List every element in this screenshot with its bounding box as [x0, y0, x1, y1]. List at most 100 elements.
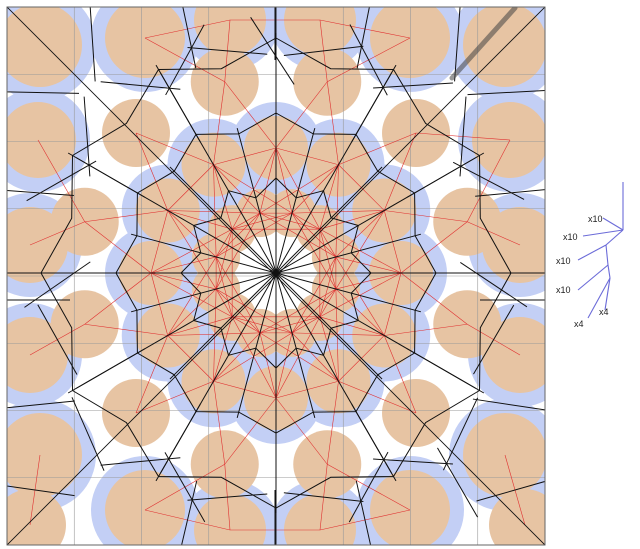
tree-branch — [607, 264, 611, 279]
black-crease — [7, 91, 80, 94]
red-crease — [167, 210, 217, 258]
black-crease — [472, 398, 545, 411]
red-crease — [213, 381, 226, 465]
red-crease — [84, 210, 168, 223]
black-crease — [355, 480, 372, 545]
black-crease — [275, 166, 383, 274]
black-crease — [275, 233, 422, 274]
red-crease — [259, 332, 277, 399]
black-crease — [169, 166, 277, 274]
red-crease — [319, 316, 385, 336]
red-crease — [384, 210, 468, 223]
circle-flap — [7, 7, 82, 87]
tree-branch — [602, 217, 624, 231]
black-crease — [454, 7, 461, 82]
red-crease — [335, 288, 385, 336]
red-crease — [292, 210, 385, 214]
red-crease — [319, 164, 339, 230]
red-crease — [213, 316, 233, 382]
red-crease — [213, 81, 226, 165]
black-crease — [275, 272, 422, 313]
black-crease — [373, 82, 453, 89]
crease-pattern — [6, 6, 546, 546]
red-crease — [335, 164, 339, 257]
red-crease — [335, 256, 385, 336]
tree-branch — [605, 229, 624, 246]
tree-branch — [577, 244, 607, 261]
black-crease — [159, 403, 201, 474]
tree-label-6: x4 — [599, 307, 609, 317]
black-crease — [100, 457, 181, 466]
black-crease — [236, 272, 277, 419]
black-crease — [75, 156, 146, 198]
red-crease — [319, 272, 402, 318]
red-crease — [326, 381, 339, 465]
red-crease — [335, 272, 402, 290]
black-crease-layer — [7, 7, 545, 545]
black-crease — [348, 451, 389, 523]
tree-label-1: x10 — [588, 214, 603, 224]
black-crease — [165, 24, 205, 96]
red-crease — [167, 316, 233, 336]
red-crease — [224, 397, 277, 465]
black-crease — [351, 403, 393, 474]
red-crease — [338, 132, 417, 166]
paper-border — [6, 6, 546, 546]
tree-branch — [582, 229, 624, 237]
red-crease — [167, 288, 217, 336]
red-crease — [467, 221, 521, 246]
black-crease — [187, 493, 268, 501]
red-crease — [167, 210, 260, 214]
black-crease — [71, 397, 105, 471]
red-crease — [213, 164, 261, 214]
black-crease — [100, 81, 181, 90]
circle-flap — [482, 207, 545, 283]
red-crease — [275, 316, 321, 399]
black-crease — [75, 348, 146, 390]
black-crease — [187, 46, 268, 55]
red-crease — [335, 289, 339, 382]
black-crease — [406, 156, 477, 198]
black-crease — [283, 45, 364, 57]
black-crease — [373, 458, 453, 465]
red-crease — [213, 164, 293, 214]
black-crease — [460, 262, 528, 308]
circle-flap — [7, 102, 76, 178]
black-crease — [164, 452, 206, 523]
red-crease — [338, 380, 417, 414]
red-crease — [29, 221, 85, 246]
black-crease — [351, 72, 393, 143]
circle-flap — [284, 494, 356, 545]
red-crease — [167, 256, 217, 336]
tree-label-4: x10 — [556, 285, 571, 295]
tree-diagram: x10 x10 x10 x10 x4 x4 — [556, 182, 624, 329]
black-crease — [7, 485, 75, 497]
black-crease — [26, 160, 97, 202]
red-crease — [259, 332, 339, 382]
black-crease — [459, 96, 467, 177]
red-crease — [231, 316, 277, 399]
red-crease — [275, 147, 293, 214]
red-crease — [150, 256, 217, 274]
black-crease — [182, 7, 197, 69]
circle-flap — [7, 413, 82, 497]
red-crease — [213, 164, 233, 230]
black-crease — [473, 304, 515, 375]
red-crease — [231, 147, 277, 230]
circle-flap — [7, 489, 66, 545]
black-crease — [437, 447, 478, 518]
circle-flap — [105, 7, 185, 78]
circle-flap — [7, 207, 68, 283]
red-crease — [383, 132, 417, 211]
red-crease — [150, 228, 233, 274]
red-crease — [275, 397, 328, 465]
black-crease — [275, 272, 316, 419]
red-crease — [335, 210, 385, 258]
black-crease — [475, 189, 545, 197]
circle-flap — [194, 494, 266, 545]
red-crease — [319, 228, 402, 274]
tree-branch — [605, 244, 609, 266]
red-crease — [213, 332, 293, 382]
black-crease — [37, 304, 78, 375]
red-crease — [224, 81, 277, 149]
